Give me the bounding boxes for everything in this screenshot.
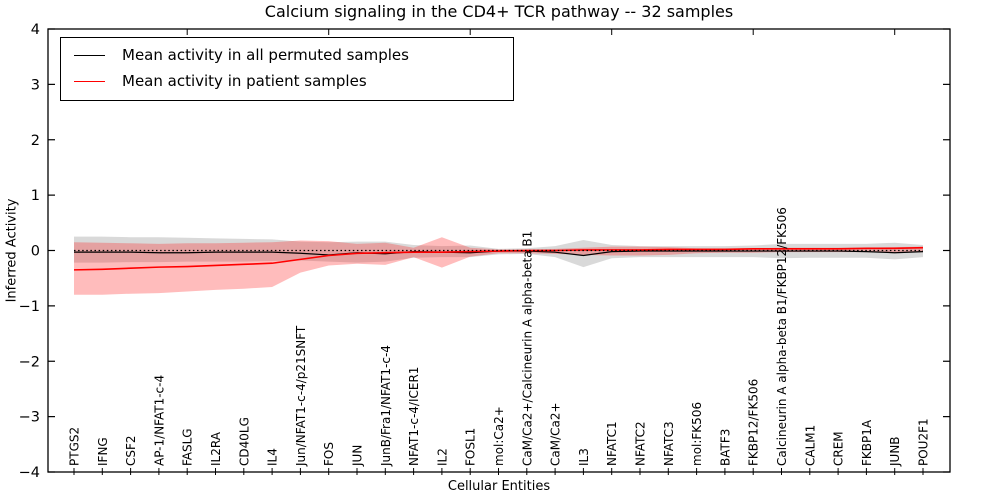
x-tick-label: IL2RA — [209, 431, 223, 466]
x-tick-label: FKBP1A — [860, 419, 874, 466]
x-tick-label: CALM1 — [803, 425, 817, 466]
x-tick-label: CaM/Ca2+ — [549, 402, 563, 466]
x-tick-label: NFATC1 — [605, 421, 619, 466]
y-tick-label: 0 — [31, 244, 40, 260]
permuted-line-swatch — [74, 54, 105, 56]
y-tick-label: 2 — [31, 133, 40, 149]
chart-title: Calcium signaling in the CD4+ TCR pathwa… — [264, 2, 734, 21]
legend-box: Mean activity in all permuted samples Me… — [60, 37, 514, 101]
x-tick-label: IL4 — [266, 448, 280, 466]
x-tick-label: IL3 — [577, 448, 591, 466]
x-tick-label: NFATC3 — [662, 421, 676, 466]
x-tick-label: FKBP12/FK506 — [747, 379, 761, 466]
legend-entry-permuted: Mean activity in all permuted samples — [61, 42, 513, 68]
x-tick-label: IL2 — [435, 448, 449, 466]
x-tick-label: FASLG — [181, 428, 195, 466]
legend-label-patient: Mean activity in patient samples — [122, 72, 367, 90]
permuted-samples-range-band — [74, 236, 923, 268]
y-tick-label: −2 — [19, 354, 40, 370]
x-tick-label: Jun/NFAT1-c-4/p21SNFT — [294, 325, 308, 467]
x-tick-label: mol:FK506 — [690, 402, 704, 466]
x-tick-label: AP-1/NFAT1-c-4 — [152, 375, 166, 466]
x-tick-label: IFNG — [96, 437, 110, 466]
legend-label-permuted: Mean activity in all permuted samples — [122, 46, 409, 64]
x-tick-label: CREM — [832, 431, 846, 466]
y-tick-label: −1 — [19, 299, 40, 315]
patient-mean-line — [73, 246, 924, 271]
legend-entry-patient: Mean activity in patient samples — [61, 68, 513, 94]
x-tick-label: mol:Ca2+ — [492, 406, 506, 466]
x-tick-label: NFAT1-c-4/ICER1 — [407, 367, 421, 466]
y-tick-label: 1 — [31, 188, 40, 204]
y-tick-label: 3 — [31, 77, 40, 93]
y-tick-label: −4 — [19, 465, 40, 481]
x-tick-label: CD40LG — [237, 417, 251, 466]
x-tick-label: CSF2 — [124, 435, 138, 466]
x-tick-label: POU2F1 — [917, 418, 931, 466]
x-tick-label: FOSL1 — [464, 428, 478, 466]
x-tick-label: FOS — [322, 442, 336, 466]
x-tick-label: JUNB — [888, 436, 902, 467]
x-axis-label: Cellular Entities — [447, 479, 551, 494]
patient-line-swatch — [74, 80, 105, 82]
x-tick-label: Calcineurin A alpha-beta B1/FKBP12/FK506 — [775, 207, 789, 466]
x-tick-label: JUN — [351, 445, 365, 467]
x-tick-label: BATF3 — [718, 429, 732, 466]
x-tick-label: CaM/Ca2+/Calcineurin A alpha-beta B1 — [520, 231, 534, 466]
y-tick-label: −3 — [19, 410, 40, 426]
x-tick-label: PTGS2 — [68, 427, 82, 466]
x-tick-label: JunB/Fra1/NFAT1-c-4 — [379, 345, 393, 467]
x-tick-label: NFATC2 — [634, 421, 648, 466]
y-tick-label: 4 — [31, 22, 40, 38]
